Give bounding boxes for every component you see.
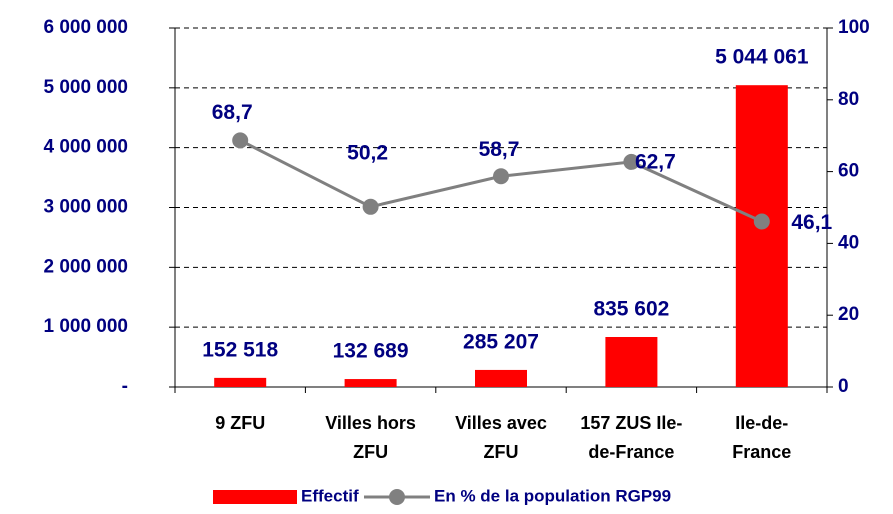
x-tick-label: France (732, 442, 791, 462)
x-tick-label: ZFU (484, 442, 519, 462)
line-point (493, 168, 509, 185)
bar-value-label: 5 044 061 (715, 46, 809, 69)
bar (475, 369, 527, 387)
bar-value-label: 132 689 (333, 340, 409, 363)
y2-tick-label: 0 (838, 376, 849, 397)
line-value-label: 68,7 (212, 101, 253, 124)
line-point (232, 132, 249, 149)
x-tick-label: Villes avec (455, 413, 547, 433)
y-tick-label: 3 000 000 (43, 197, 128, 218)
x-tick-label: 157 ZUS Ile- (580, 413, 682, 433)
y2-tick-label: 60 (838, 161, 859, 182)
legend-label: Effectif (301, 486, 359, 505)
line-value-label: 46,1 (791, 211, 832, 234)
y-tick-label: 2 000 000 (43, 256, 128, 277)
x-tick-label: Villes hors (325, 413, 416, 433)
y-tick-label: 1 000 000 (43, 316, 128, 337)
x-tick-label: Ile-de- (735, 413, 788, 433)
bar (214, 377, 267, 387)
y-tick-label: 4 000 000 (43, 137, 128, 158)
line-point (362, 198, 379, 215)
line-value-label: 62,7 (635, 150, 676, 173)
line-point (753, 213, 770, 230)
legend-swatch (213, 490, 297, 504)
y2-tick-label: 20 (838, 304, 859, 325)
x-tick-label: de-France (588, 442, 674, 462)
legend-label: En % de la population RGP99 (434, 486, 671, 505)
y2-tick-label: 40 (838, 232, 859, 253)
x-tick-label: ZFU (353, 442, 388, 462)
line-value-label: 58,7 (479, 138, 520, 161)
y-tick-label: 6 000 000 (43, 17, 128, 38)
bar (605, 337, 658, 387)
bar-value-label: 285 207 (463, 330, 539, 353)
y-tick-label: - (122, 376, 128, 397)
bar (735, 85, 788, 387)
y2-tick-label: 80 (838, 89, 859, 110)
line-value-label: 50,2 (347, 141, 388, 164)
line-point (623, 153, 640, 170)
y-tick-label: 5 000 000 (43, 77, 128, 98)
bar-value-label: 152 518 (202, 338, 278, 361)
legend-marker (389, 489, 405, 505)
bar (344, 379, 397, 387)
y2-tick-label: 100 (838, 17, 870, 38)
bar-value-label: 835 602 (593, 298, 669, 321)
x-tick-label: 9 ZFU (215, 413, 265, 433)
